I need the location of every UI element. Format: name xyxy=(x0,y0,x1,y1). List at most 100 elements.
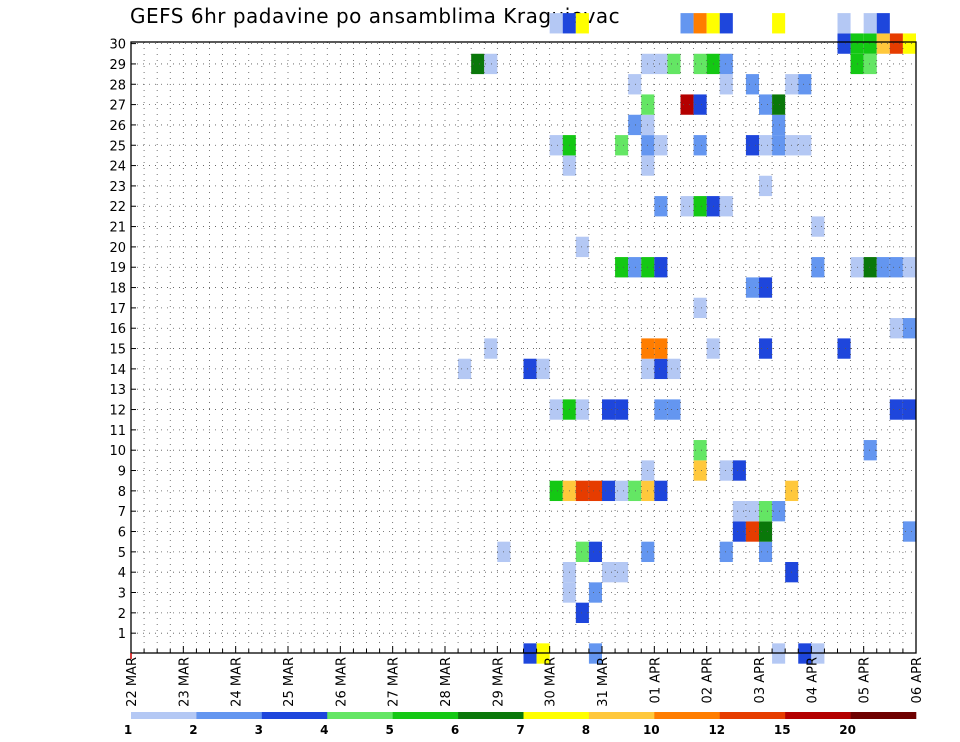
y-tick-label: 22 xyxy=(109,200,126,215)
heat-cell xyxy=(745,135,759,156)
heat-cell xyxy=(693,460,707,481)
x-tick-label: 27 MAR xyxy=(387,657,402,707)
heat-cell xyxy=(680,94,694,115)
heat-cell xyxy=(654,257,668,278)
heat-cell xyxy=(549,13,563,34)
legend-swatch xyxy=(261,712,328,719)
x-tick-label: 06 APR xyxy=(910,657,925,703)
legend-level-label: 1 xyxy=(124,723,132,737)
x-tick-label: 30 MAR xyxy=(544,657,559,707)
legend-level-label: 6 xyxy=(451,723,459,737)
heat-cell xyxy=(654,53,668,75)
heat-cell xyxy=(693,13,707,34)
heat-cell xyxy=(706,13,720,34)
x-tick-label: 04 APR xyxy=(805,657,820,703)
heat-cell xyxy=(811,257,825,278)
heat-cell xyxy=(837,13,851,34)
heat-cell xyxy=(693,440,707,461)
heat-cell xyxy=(719,541,733,563)
heat-cell xyxy=(615,480,629,502)
heat-cell xyxy=(719,13,733,34)
y-tick-label: 13 xyxy=(109,383,126,398)
y-tick-label: 1 xyxy=(118,627,126,642)
y-tick-label: 17 xyxy=(109,302,126,317)
heat-cell xyxy=(759,175,773,197)
heat-cell xyxy=(759,94,773,115)
heat-cell xyxy=(549,135,563,156)
heat-cell xyxy=(759,277,773,298)
heat-cell xyxy=(628,257,642,278)
legend-level-label: 15 xyxy=(774,723,791,737)
heat-cell xyxy=(719,53,733,75)
heat-cell xyxy=(628,114,642,136)
heat-cell xyxy=(562,13,576,34)
heat-cell xyxy=(798,135,812,156)
x-tick-label: 29 MAR xyxy=(491,657,506,707)
legend-swatch xyxy=(588,712,655,719)
heat-cell xyxy=(575,602,589,623)
heat-cell xyxy=(889,318,903,339)
y-tick-label: 27 xyxy=(109,99,126,114)
heat-cell xyxy=(837,338,851,359)
legend-level-label: 20 xyxy=(839,723,856,737)
heat-cell xyxy=(719,196,733,217)
heat-cell xyxy=(575,541,589,563)
x-tick-label: 03 APR xyxy=(753,657,768,703)
legend-level-label: 7 xyxy=(516,723,524,737)
heat-cell xyxy=(523,358,537,380)
y-tick-label: 16 xyxy=(109,322,126,337)
y-tick-label: 8 xyxy=(118,485,126,500)
heat-cell xyxy=(863,33,877,54)
heat-cell xyxy=(628,74,642,95)
color-legend: 1 2 3 4 5 6 7 8 10 12 15 20 xyxy=(124,712,917,737)
heat-cell xyxy=(575,13,589,34)
y-tick-label: 28 xyxy=(109,78,126,93)
heat-cell xyxy=(876,33,890,54)
y-tick-label: 5 xyxy=(118,546,126,561)
heat-cell xyxy=(693,94,707,115)
heat-cell xyxy=(772,135,786,156)
y-tick-label: 26 xyxy=(109,119,126,134)
heat-cell xyxy=(575,399,589,420)
heat-cell xyxy=(889,33,903,54)
heat-cell xyxy=(902,257,916,278)
y-tick-label: 24 xyxy=(109,160,126,175)
heat-cell xyxy=(902,399,916,420)
y-tick-label: 12 xyxy=(109,404,126,419)
y-tick-label: 21 xyxy=(109,221,126,236)
y-tick-label: 11 xyxy=(109,424,126,439)
y-tick-label: 18 xyxy=(109,282,126,297)
y-tick-label: 2 xyxy=(118,607,126,622)
heat-cell xyxy=(863,440,877,461)
x-tick-label: 24 MAR xyxy=(230,657,245,707)
heat-cell xyxy=(772,114,786,136)
heat-cell xyxy=(889,257,903,278)
x-tick-label: 23 MAR xyxy=(177,657,192,707)
heat-cell xyxy=(654,399,668,420)
heat-cell xyxy=(759,501,773,522)
legend-swatch xyxy=(131,712,197,719)
heat-cell xyxy=(458,358,472,380)
legend-level-label: 5 xyxy=(386,723,394,737)
legend-level-label: 3 xyxy=(255,723,263,737)
y-tick-label: 9 xyxy=(118,465,126,480)
x-tick-label: 31 MAR xyxy=(596,657,611,707)
heat-cell xyxy=(798,74,812,95)
heat-cell xyxy=(902,33,916,54)
legend-swatch xyxy=(785,712,851,719)
legend-level-label: 10 xyxy=(643,723,660,737)
heat-cell xyxy=(837,33,851,54)
heat-cell xyxy=(615,562,629,583)
y-tick-label: 20 xyxy=(109,241,126,256)
x-tick-label: 25 MAR xyxy=(282,657,297,707)
legend-swatch xyxy=(458,712,524,719)
heat-cell xyxy=(654,358,668,380)
heat-cell xyxy=(732,460,746,481)
heat-cell xyxy=(588,480,602,502)
x-tick-label: 02 APR xyxy=(701,657,716,703)
legend-swatch xyxy=(850,712,917,719)
y-tick-label: 30 xyxy=(109,38,126,53)
heat-cell xyxy=(772,501,786,522)
legend-level-label: 2 xyxy=(189,723,197,737)
heat-cell xyxy=(772,13,786,34)
